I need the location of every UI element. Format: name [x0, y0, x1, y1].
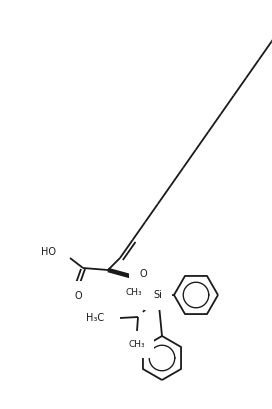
Text: CH₃: CH₃ [129, 340, 145, 349]
Text: Si: Si [154, 290, 162, 300]
Text: H₃C: H₃C [86, 313, 104, 323]
Text: O: O [139, 269, 147, 279]
Text: HO: HO [41, 247, 56, 257]
Text: O: O [74, 291, 82, 301]
Text: CH₃: CH₃ [126, 288, 143, 297]
